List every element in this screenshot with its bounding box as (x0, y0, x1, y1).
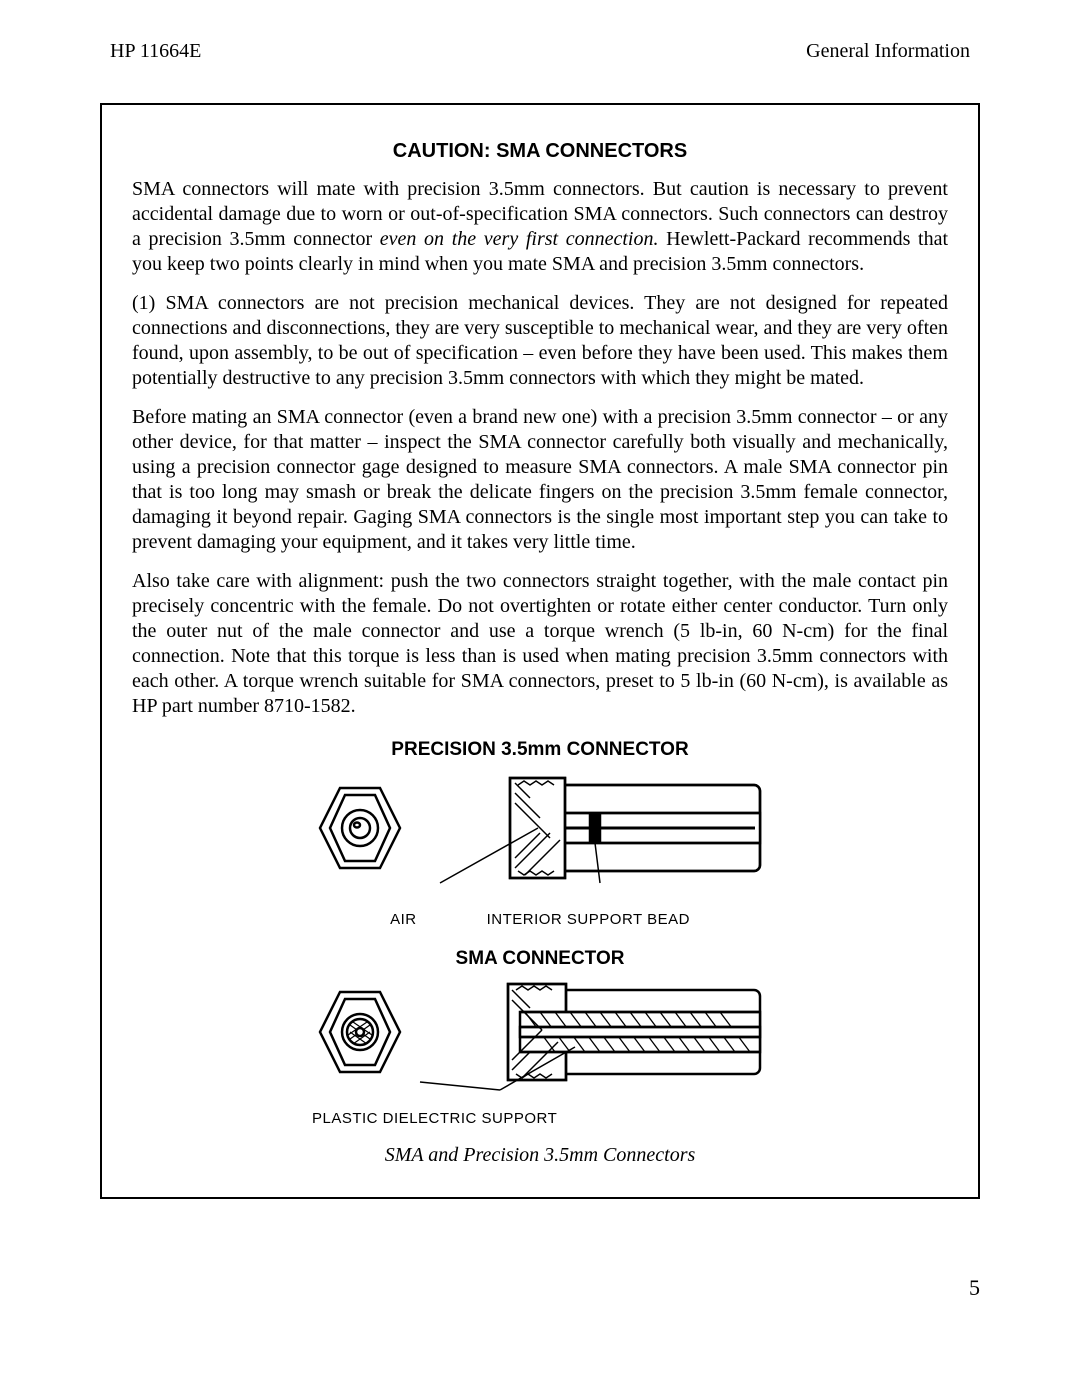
sma-title: SMA CONNECTOR (132, 948, 948, 970)
p1-italic: even on the very first connection. (380, 228, 659, 250)
sma-connector-icon (290, 982, 790, 1102)
header-left: HP 11664E (110, 40, 201, 63)
paragraph-4: Also take care with alignment: push the … (132, 569, 948, 719)
page-number: 5 (969, 1275, 980, 1301)
paragraph-3: Before mating an SMA connector (even a b… (132, 405, 948, 555)
page-header: HP 11664E General Information (100, 40, 980, 63)
paragraph-1: SMA connectors will mate with precision … (132, 177, 948, 277)
label-interior-bead: INTERIOR SUPPORT BEAD (487, 911, 690, 928)
caution-title: CAUTION: SMA CONNECTORS (132, 140, 948, 163)
label-air: AIR (390, 911, 417, 928)
precision-labels: AIR INTERIOR SUPPORT BEAD (132, 911, 948, 928)
sma-diagram (132, 982, 948, 1102)
label-plastic: PLASTIC DIELECTRIC SUPPORT (312, 1110, 557, 1127)
precision-connector-icon (290, 773, 790, 903)
paragraph-2: (1) SMA connectors are not precision mec… (132, 291, 948, 391)
precision-diagram (132, 773, 948, 903)
header-right: General Information (806, 40, 970, 63)
sma-labels: PLASTIC DIELECTRIC SUPPORT (132, 1110, 948, 1128)
figure-caption: SMA and Precision 3.5mm Connectors (132, 1144, 948, 1167)
caution-box: CAUTION: SMA CONNECTORS SMA connectors w… (100, 103, 980, 1199)
precision-title: PRECISION 3.5mm CONNECTOR (132, 739, 948, 761)
